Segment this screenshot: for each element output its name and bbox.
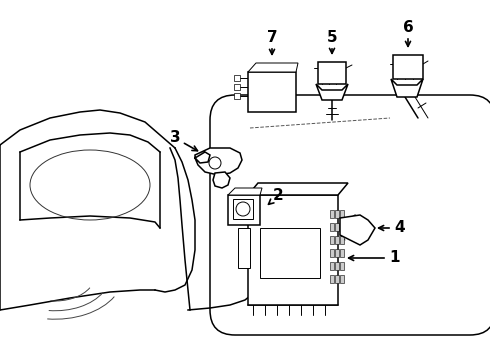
Bar [330, 275, 334, 283]
Bar [340, 249, 343, 257]
Bar [330, 236, 334, 244]
Bar [330, 210, 334, 218]
Bar [260, 228, 320, 278]
Bar [393, 55, 423, 79]
Polygon shape [228, 188, 262, 195]
Polygon shape [195, 148, 242, 175]
Bar [335, 236, 339, 244]
Bar [234, 75, 240, 81]
Text: 6: 6 [403, 21, 414, 36]
Polygon shape [248, 63, 298, 72]
Bar [234, 93, 240, 99]
Bar [330, 223, 334, 231]
Text: 5: 5 [327, 31, 337, 45]
Bar [340, 236, 343, 244]
Bar [335, 262, 339, 270]
Bar [330, 249, 334, 257]
Polygon shape [391, 79, 423, 97]
Bar [340, 223, 343, 231]
Polygon shape [248, 183, 348, 195]
Polygon shape [340, 215, 375, 245]
Bar [335, 275, 339, 283]
Text: 4: 4 [394, 220, 405, 235]
Bar [330, 262, 334, 270]
Bar [340, 275, 343, 283]
Bar [335, 210, 339, 218]
Text: 7: 7 [267, 31, 277, 45]
Polygon shape [213, 172, 230, 188]
Bar [340, 210, 343, 218]
Bar [318, 62, 346, 84]
Bar [233, 199, 253, 219]
Bar [238, 228, 250, 268]
Bar [248, 72, 296, 112]
Bar [340, 262, 343, 270]
Bar [228, 195, 260, 225]
Bar [335, 223, 339, 231]
Circle shape [236, 202, 250, 216]
FancyBboxPatch shape [210, 95, 490, 335]
Text: 3: 3 [170, 130, 180, 145]
Polygon shape [316, 84, 348, 100]
Text: 2: 2 [272, 189, 283, 203]
Circle shape [209, 157, 221, 169]
Bar [248, 195, 338, 305]
Bar [234, 84, 240, 90]
Bar [335, 249, 339, 257]
Text: 1: 1 [390, 251, 400, 266]
